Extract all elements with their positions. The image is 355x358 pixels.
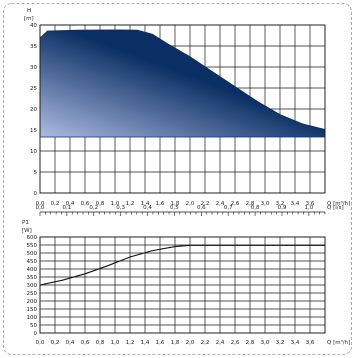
head-x-tick: 0,8 (96, 201, 105, 207)
head-y-tick: 30 (30, 65, 37, 71)
power-x-tick: 3,0 (261, 340, 270, 346)
head-y-tick: 20 (30, 107, 37, 113)
ls-scale-label: 0,5 (170, 205, 179, 211)
power-y-tick: 250 (27, 291, 38, 297)
ls-scale-label: 0,6 (197, 205, 206, 211)
power-x-tick: 0,4 (66, 340, 75, 346)
power-x-tick: 2,6 (231, 340, 240, 346)
ls-scale-label: 0,1 (63, 205, 72, 211)
head-frame (39, 24, 326, 194)
power-x-tick: 1,8 (171, 340, 180, 346)
head-x-tick: 0,2 (51, 201, 60, 207)
ls-scale-label: 0,0 (36, 205, 45, 211)
power-y-tick: 50 (30, 323, 37, 329)
power-chart: 0 50 100 150 200 250 300 350 400 450 500 550 600 P1 [W… (22, 220, 350, 346)
head-x-tick: 2,8 (246, 201, 255, 207)
head-x-tick: 2,2 (201, 201, 210, 207)
head-x-tick: 1,8 (171, 201, 180, 207)
ls-scale-label: 1,0 (304, 205, 313, 211)
head-y-label: H (27, 8, 31, 14)
power-x-tick: 2,8 (246, 340, 255, 346)
power-y-tick: 550 (27, 243, 38, 249)
power-y-tick: 350 (27, 275, 38, 281)
head-y-tick: 15 (30, 128, 37, 134)
ls-scale-label: 0,4 (143, 205, 152, 211)
power-y-tick: 0 (34, 331, 38, 337)
head-chart: 0 5 10 15 20 25 30 35 40 H [m] 0,0 0,2 0,4 0,6 0,8 1,0 1,… (24, 8, 350, 216)
power-x-tick: 1,4 (141, 340, 150, 346)
power-x-tick: 1,2 (126, 340, 135, 346)
power-x-label: Q [m³/h] (327, 339, 350, 346)
ls-scale-label: 0,2 (89, 205, 98, 211)
ls-scale-label: 0,3 (116, 205, 125, 211)
power-y-tick: 600 (27, 235, 38, 241)
head-x-tick: 0,0 (36, 201, 45, 207)
power-x-tick: 0,2 (51, 340, 60, 346)
power-x-tick: 2,0 (186, 340, 195, 346)
head-x-tick: 1,2 (126, 201, 135, 207)
power-x-tick: 1,6 (156, 340, 165, 346)
head-x-tick: 0,4 (66, 201, 75, 207)
head-x-tick: 2,0 (186, 201, 195, 207)
head-x-tick: 1,4 (141, 201, 150, 207)
head-y-tick: 5 (34, 170, 38, 176)
head-x-tick: 3,4 (291, 201, 300, 207)
head-y-tick: 10 (30, 149, 37, 155)
head-y-tick: 25 (30, 86, 37, 92)
head-x-tick: 1,0 (111, 201, 120, 207)
head-x-tick: 1,6 (156, 201, 165, 207)
head-x-tick: 2,6 (231, 201, 240, 207)
head-x-tick: 2,4 (216, 201, 225, 207)
power-y-tick: 100 (27, 315, 38, 321)
ls-scale-label: 0,9 (278, 205, 287, 211)
power-x-tick: 2,4 (216, 340, 225, 346)
power-x-tick: 0,6 (81, 340, 90, 346)
head-y-tick: 0 (34, 191, 38, 197)
power-y-tick: 500 (27, 251, 38, 257)
power-y-tick: 200 (27, 299, 38, 305)
head-y-tick: 40 (30, 23, 37, 29)
head-x-label: Q [m³/h] (327, 200, 350, 207)
ls-scale-label: 0,8 (251, 205, 260, 211)
power-x-tick: 3,2 (276, 340, 285, 346)
power-x-tick: 1,0 (111, 340, 120, 346)
power-y-tick: 150 (27, 307, 38, 313)
head-y-tick: 35 (30, 44, 37, 50)
ls-scale-unit: Q [l/s] (327, 205, 344, 211)
power-x-tick: 2,2 (201, 340, 210, 346)
power-x-tick: 0,8 (96, 340, 105, 346)
power-y-unit: [W] (22, 228, 32, 234)
head-x-tick: 3,0 (261, 201, 270, 207)
power-line (39, 244, 325, 286)
power-y-tick: 450 (27, 259, 38, 265)
head-y-unit: [m] (24, 16, 34, 22)
head-x-tick: 3,2 (276, 201, 285, 207)
ls-scale-label: 0,7 (224, 205, 233, 211)
power-y-tick: 400 (27, 267, 38, 273)
power-y-label: P1 (22, 220, 29, 226)
power-x-tick: 0,0 (36, 340, 45, 346)
head-x-tick: 0,6 (81, 201, 90, 207)
power-x-tick: 3,4 (291, 340, 300, 346)
outer-dashed-frame (3, 3, 352, 355)
head-x-tick: 3,6 (306, 201, 315, 207)
power-x-tick: 3,6 (306, 340, 315, 346)
power-y-tick: 300 (27, 283, 38, 289)
